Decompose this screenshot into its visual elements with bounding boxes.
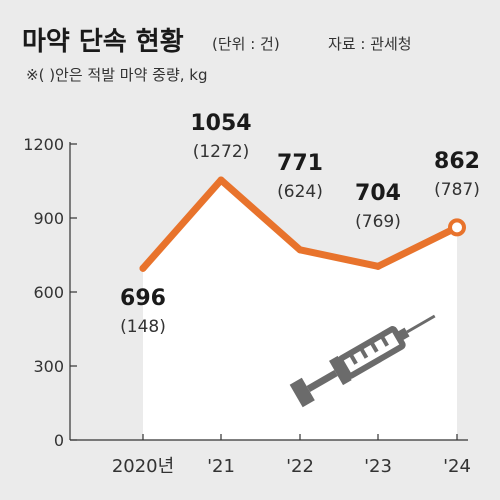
y-tick-label: 1200 [23, 135, 64, 154]
x-tick-label: '23 [364, 456, 392, 477]
unit-label: (단위 : 건) [212, 35, 280, 53]
data-point [374, 262, 382, 270]
chart-note: ※( )안은 적발 마약 중량, kg [26, 66, 208, 84]
x-tick-label: '21 [207, 456, 235, 477]
x-tick-label: '22 [286, 456, 314, 477]
data-label: 1054 [190, 111, 251, 136]
data-label-weight: (769) [355, 212, 401, 232]
data-label-weight: (624) [277, 182, 323, 202]
x-tick-label: 2020년 [112, 456, 174, 477]
data-label: 862 [434, 149, 480, 174]
y-tick-label: 300 [33, 357, 64, 376]
y-tick-label: 900 [33, 209, 64, 228]
data-label-weight: (1272) [193, 142, 250, 162]
data-point [448, 218, 466, 237]
data-point [217, 176, 225, 184]
chart-title: 마약 단속 현황 [22, 27, 184, 57]
y-tick-label: 0 [54, 431, 64, 450]
data-point [296, 246, 304, 254]
source-label: 자료 : 관세청 [328, 35, 412, 53]
syringe-icon [289, 314, 436, 408]
data-label: 771 [277, 151, 323, 176]
area-fill [143, 180, 457, 440]
x-tick-label: '24 [443, 456, 471, 477]
data-label-weight: (148) [120, 317, 166, 337]
data-label: 704 [355, 181, 401, 206]
data-label: 696 [120, 286, 166, 311]
plot-area: 0 300 600 900 1200 2020년 '21 '22 '23 '24 696 (148) 1… [23, 111, 480, 477]
y-tick-label: 600 [33, 283, 64, 302]
data-point [139, 264, 147, 272]
data-label-weight: (787) [434, 180, 480, 200]
